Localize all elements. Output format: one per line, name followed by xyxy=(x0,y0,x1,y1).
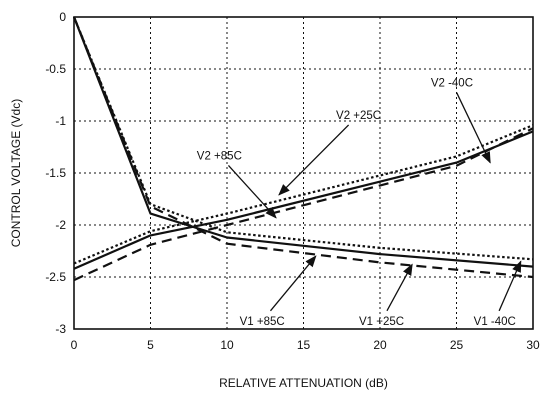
y-tick-label: -1.5 xyxy=(45,166,66,180)
y-tick-label: 0 xyxy=(59,10,66,24)
y-axis-label: CONTROL VOLTAGE (Vdc) xyxy=(9,99,23,247)
series-line-v2-25c xyxy=(73,127,534,282)
y-tick-label: -3 xyxy=(55,322,66,336)
y-tick-label: -1 xyxy=(55,114,66,128)
annotation-arrow xyxy=(227,165,277,219)
series-line-v1-85c xyxy=(72,16,534,268)
annotation-label: V2 +85C xyxy=(197,150,242,162)
x-tick-label: 20 xyxy=(373,338,387,352)
annotation-label: V2 +25C xyxy=(336,110,381,122)
tick-labels: 0 5 10 15 20 25 30 0 -0.5 -1 -1.5 -2 -2.5 -3 xyxy=(45,10,540,352)
annotation-arrow xyxy=(498,260,522,312)
y-tick-label: -0.5 xyxy=(45,62,66,76)
annotation-label: V1 -40C xyxy=(474,316,516,328)
annotation-arrow xyxy=(278,124,350,196)
plot-frame xyxy=(73,16,534,330)
annotation-label: V1 +25C xyxy=(359,316,404,328)
x-axis-label: RELATIVE ATTENUATION (dB) xyxy=(219,376,388,390)
annotation-arrow xyxy=(456,92,491,164)
annotation-arrow xyxy=(386,263,413,312)
annotations: V2 -40C V2 +25C V2 +85C V1 +85C V1 +25C V1 -4… xyxy=(197,78,522,328)
x-tick-label: 0 xyxy=(71,338,78,352)
x-tick-label: 10 xyxy=(220,338,234,352)
annotation-label: V2 -40C xyxy=(431,78,473,90)
x-tick-label: 25 xyxy=(450,338,464,352)
annotation-label: V1 +85C xyxy=(240,316,285,328)
x-tick-label: 30 xyxy=(526,338,540,352)
grid xyxy=(74,17,533,329)
x-tick-label: 5 xyxy=(147,338,154,352)
x-tick-label: 15 xyxy=(297,338,311,352)
y-tick-label: -2 xyxy=(55,218,66,232)
y-tick-label: -2.5 xyxy=(45,270,66,284)
annotation-arrow xyxy=(269,255,317,312)
